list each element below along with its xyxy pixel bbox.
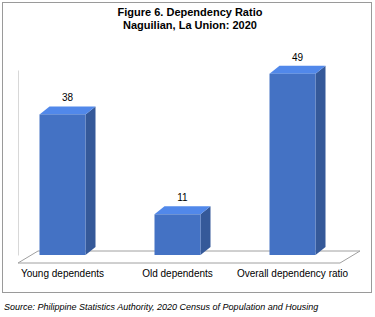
data-label: 11 xyxy=(177,192,188,203)
source: Source: Philippine Statistics Authority,… xyxy=(4,302,318,312)
bar-front xyxy=(40,114,86,255)
bar-top xyxy=(270,66,326,74)
title: Figure 6. Dependency Ratio xyxy=(118,6,263,18)
x-tick-label: Young dependents xyxy=(21,268,104,279)
bar-top xyxy=(155,206,211,214)
bar-front xyxy=(155,214,201,255)
bar xyxy=(155,206,211,255)
y-axis xyxy=(18,71,19,256)
bar-side xyxy=(316,66,326,255)
bar-top xyxy=(40,106,96,114)
x-tick-label: Old dependents xyxy=(142,268,213,279)
bar-side xyxy=(86,106,96,255)
bar-side xyxy=(201,206,211,255)
x-tick: Old dependents xyxy=(142,268,213,279)
subtitle: Naguilian, La Union: 2020 xyxy=(123,19,257,31)
x-tick: Young dependents xyxy=(21,268,104,279)
x-tick: Overall dependency ratio xyxy=(237,268,349,279)
x-tick-label: Overall dependency ratio xyxy=(237,268,349,279)
bar xyxy=(40,106,96,255)
y-axis-line xyxy=(18,71,19,256)
bar-front xyxy=(270,74,316,255)
data-label: 38 xyxy=(62,92,74,103)
data-label: 49 xyxy=(292,52,304,63)
chart-frame xyxy=(3,3,372,293)
bars xyxy=(40,66,326,255)
bar xyxy=(270,66,326,255)
x-axis: Young dependents Old dependents Overall de… xyxy=(21,268,349,279)
chart: Figure 6. Dependency RatioNaguilian, La … xyxy=(0,0,375,317)
